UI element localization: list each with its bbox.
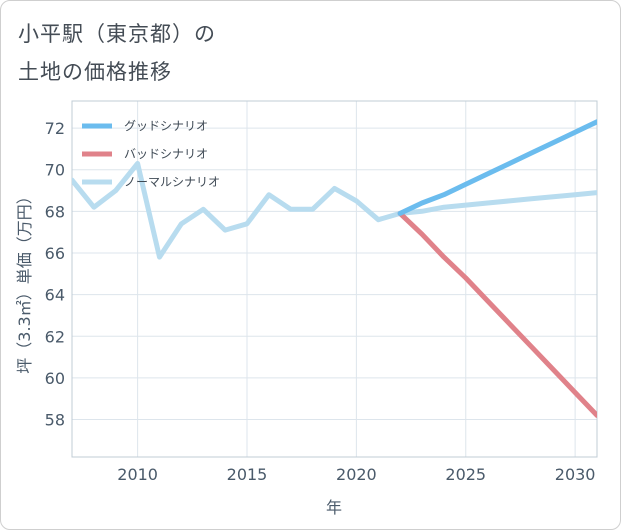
x-tick-label-2010: 2010 xyxy=(117,465,158,484)
plot-area-border xyxy=(71,100,598,458)
y-tick-label-70: 70 xyxy=(45,161,65,180)
y-tick-label-60: 60 xyxy=(45,369,65,388)
y-tick-label-62: 62 xyxy=(45,327,65,346)
x-axis-label: 年 xyxy=(326,498,342,517)
y-tick-label-66: 66 xyxy=(45,244,65,263)
series-lines xyxy=(72,119,597,418)
y-tick-label-58: 58 xyxy=(45,411,65,430)
y-tick-label-64: 64 xyxy=(45,286,65,305)
x-tick-label-2020: 2020 xyxy=(336,465,377,484)
x-tick-label-2030: 2030 xyxy=(555,465,596,484)
x-tick-label-2015: 2015 xyxy=(227,465,268,484)
legend-label-2: ノーマルシナリオ xyxy=(124,175,220,189)
x-axis-ticks: 2010 2015 2020 2025 2030 xyxy=(117,465,595,484)
x-tick-label-2025: 2025 xyxy=(445,465,486,484)
y-axis-label: 坪（3.3㎡）単価（万円） xyxy=(15,188,34,373)
series-line-0 xyxy=(397,119,597,216)
legend-label-1: バッドシナリオ xyxy=(124,147,208,161)
y-tick-label-68: 68 xyxy=(45,202,65,221)
series-line-2 xyxy=(72,161,597,260)
y-axis-ticks: 58 60 62 64 66 68 70 72 xyxy=(45,119,65,429)
legend-label-0: グッドシナリオ xyxy=(124,119,208,133)
y-tick-label-72: 72 xyxy=(45,119,65,138)
chart-title-line2: 土地の価格推移 xyxy=(18,60,172,84)
chart-title-line1: 小平駅（東京都）の xyxy=(18,22,216,46)
series-line-1 xyxy=(397,210,597,418)
